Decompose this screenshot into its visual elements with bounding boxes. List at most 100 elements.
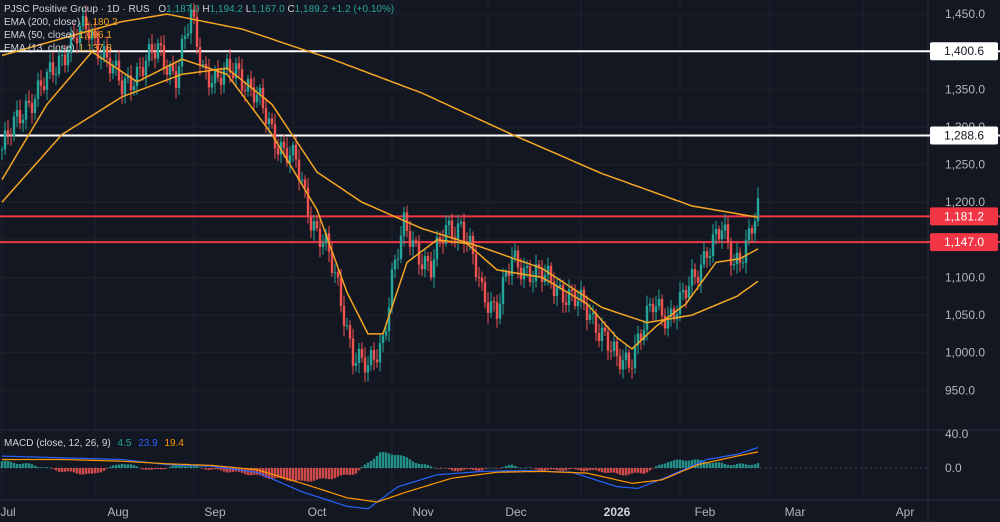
candle[interactable] bbox=[369, 350, 373, 366]
candle[interactable] bbox=[276, 148, 280, 155]
candle[interactable] bbox=[399, 235, 403, 259]
candle[interactable] bbox=[60, 54, 64, 56]
candle[interactable] bbox=[414, 240, 418, 244]
candle[interactable] bbox=[111, 65, 115, 74]
candle[interactable] bbox=[618, 355, 622, 370]
candle[interactable] bbox=[612, 341, 616, 352]
candle[interactable] bbox=[321, 243, 325, 247]
candle[interactable] bbox=[603, 327, 607, 332]
candle[interactable] bbox=[9, 135, 13, 137]
candle[interactable] bbox=[102, 46, 106, 59]
candle[interactable] bbox=[78, 26, 82, 44]
candle[interactable] bbox=[207, 69, 211, 88]
candle[interactable] bbox=[393, 259, 397, 270]
candle[interactable] bbox=[513, 250, 517, 258]
candle[interactable] bbox=[387, 307, 391, 332]
candle[interactable] bbox=[483, 282, 487, 303]
candle[interactable] bbox=[492, 301, 496, 303]
candle[interactable] bbox=[243, 90, 247, 92]
candle[interactable] bbox=[126, 75, 130, 79]
candle[interactable] bbox=[36, 80, 40, 99]
candle[interactable] bbox=[198, 47, 202, 66]
candle[interactable] bbox=[621, 360, 625, 370]
candle[interactable] bbox=[258, 87, 262, 95]
candle[interactable] bbox=[753, 221, 757, 234]
candle[interactable] bbox=[714, 229, 718, 235]
candle[interactable] bbox=[726, 224, 730, 243]
candle[interactable] bbox=[606, 331, 610, 351]
candle[interactable] bbox=[684, 289, 688, 299]
candle[interactable] bbox=[132, 86, 136, 91]
candle[interactable] bbox=[648, 303, 652, 306]
candle[interactable] bbox=[696, 276, 700, 283]
candle[interactable] bbox=[318, 228, 322, 247]
candle[interactable] bbox=[105, 46, 109, 58]
candle[interactable] bbox=[270, 118, 274, 125]
candle[interactable] bbox=[633, 345, 637, 369]
candle[interactable] bbox=[576, 300, 580, 307]
candle[interactable] bbox=[390, 269, 394, 308]
candle[interactable] bbox=[219, 77, 223, 85]
candle[interactable] bbox=[651, 303, 655, 313]
candle[interactable] bbox=[345, 325, 349, 327]
candle[interactable] bbox=[45, 72, 49, 90]
candle[interactable] bbox=[315, 221, 319, 229]
candle[interactable] bbox=[654, 306, 658, 313]
candle[interactable] bbox=[363, 357, 367, 373]
candle[interactable] bbox=[708, 256, 712, 258]
candle[interactable] bbox=[63, 54, 67, 66]
candle[interactable] bbox=[222, 69, 226, 85]
candle[interactable] bbox=[177, 66, 181, 88]
candle[interactable] bbox=[372, 350, 376, 360]
candle[interactable] bbox=[609, 350, 613, 352]
candle[interactable] bbox=[330, 251, 334, 273]
candle[interactable] bbox=[165, 67, 169, 75]
candle[interactable] bbox=[93, 30, 97, 38]
candle[interactable] bbox=[141, 67, 145, 76]
candle[interactable] bbox=[537, 264, 541, 268]
candle[interactable] bbox=[534, 264, 538, 282]
ema13-legend[interactable]: EMA (13, close) 1,137.8 bbox=[4, 42, 112, 55]
candle[interactable] bbox=[282, 141, 286, 148]
candle[interactable] bbox=[135, 66, 139, 87]
candle[interactable] bbox=[459, 221, 463, 224]
candle[interactable] bbox=[528, 266, 532, 283]
candle[interactable] bbox=[15, 110, 19, 117]
candle[interactable] bbox=[348, 325, 352, 339]
candle[interactable] bbox=[174, 71, 178, 88]
candle[interactable] bbox=[57, 55, 61, 75]
candle[interactable] bbox=[6, 130, 10, 136]
candle[interactable] bbox=[666, 316, 670, 329]
candle[interactable] bbox=[375, 359, 379, 363]
candle[interactable] bbox=[195, 16, 199, 48]
candle[interactable] bbox=[300, 179, 304, 181]
candle[interactable] bbox=[216, 68, 220, 78]
candle[interactable] bbox=[39, 80, 43, 86]
candle[interactable] bbox=[594, 312, 598, 333]
candle[interactable] bbox=[96, 37, 100, 59]
candle[interactable] bbox=[309, 216, 313, 231]
candle[interactable] bbox=[381, 335, 385, 344]
candle[interactable] bbox=[447, 220, 451, 226]
candle[interactable] bbox=[201, 64, 205, 66]
candle[interactable] bbox=[66, 52, 70, 66]
candle[interactable] bbox=[306, 187, 310, 217]
candle[interactable] bbox=[189, 9, 193, 34]
candle[interactable] bbox=[225, 58, 229, 70]
candle[interactable] bbox=[147, 44, 151, 61]
candle[interactable] bbox=[579, 289, 583, 301]
candle[interactable] bbox=[429, 261, 433, 278]
candle[interactable] bbox=[462, 221, 466, 244]
candle[interactable] bbox=[432, 259, 436, 278]
candle[interactable] bbox=[444, 225, 448, 244]
candle[interactable] bbox=[333, 272, 337, 274]
candle[interactable] bbox=[186, 33, 190, 36]
candle[interactable] bbox=[426, 256, 430, 262]
candle[interactable] bbox=[570, 289, 574, 292]
candle[interactable] bbox=[489, 301, 493, 313]
candle[interactable] bbox=[516, 250, 520, 268]
candle[interactable] bbox=[672, 308, 676, 320]
candle[interactable] bbox=[231, 72, 235, 79]
candle[interactable] bbox=[531, 281, 535, 283]
